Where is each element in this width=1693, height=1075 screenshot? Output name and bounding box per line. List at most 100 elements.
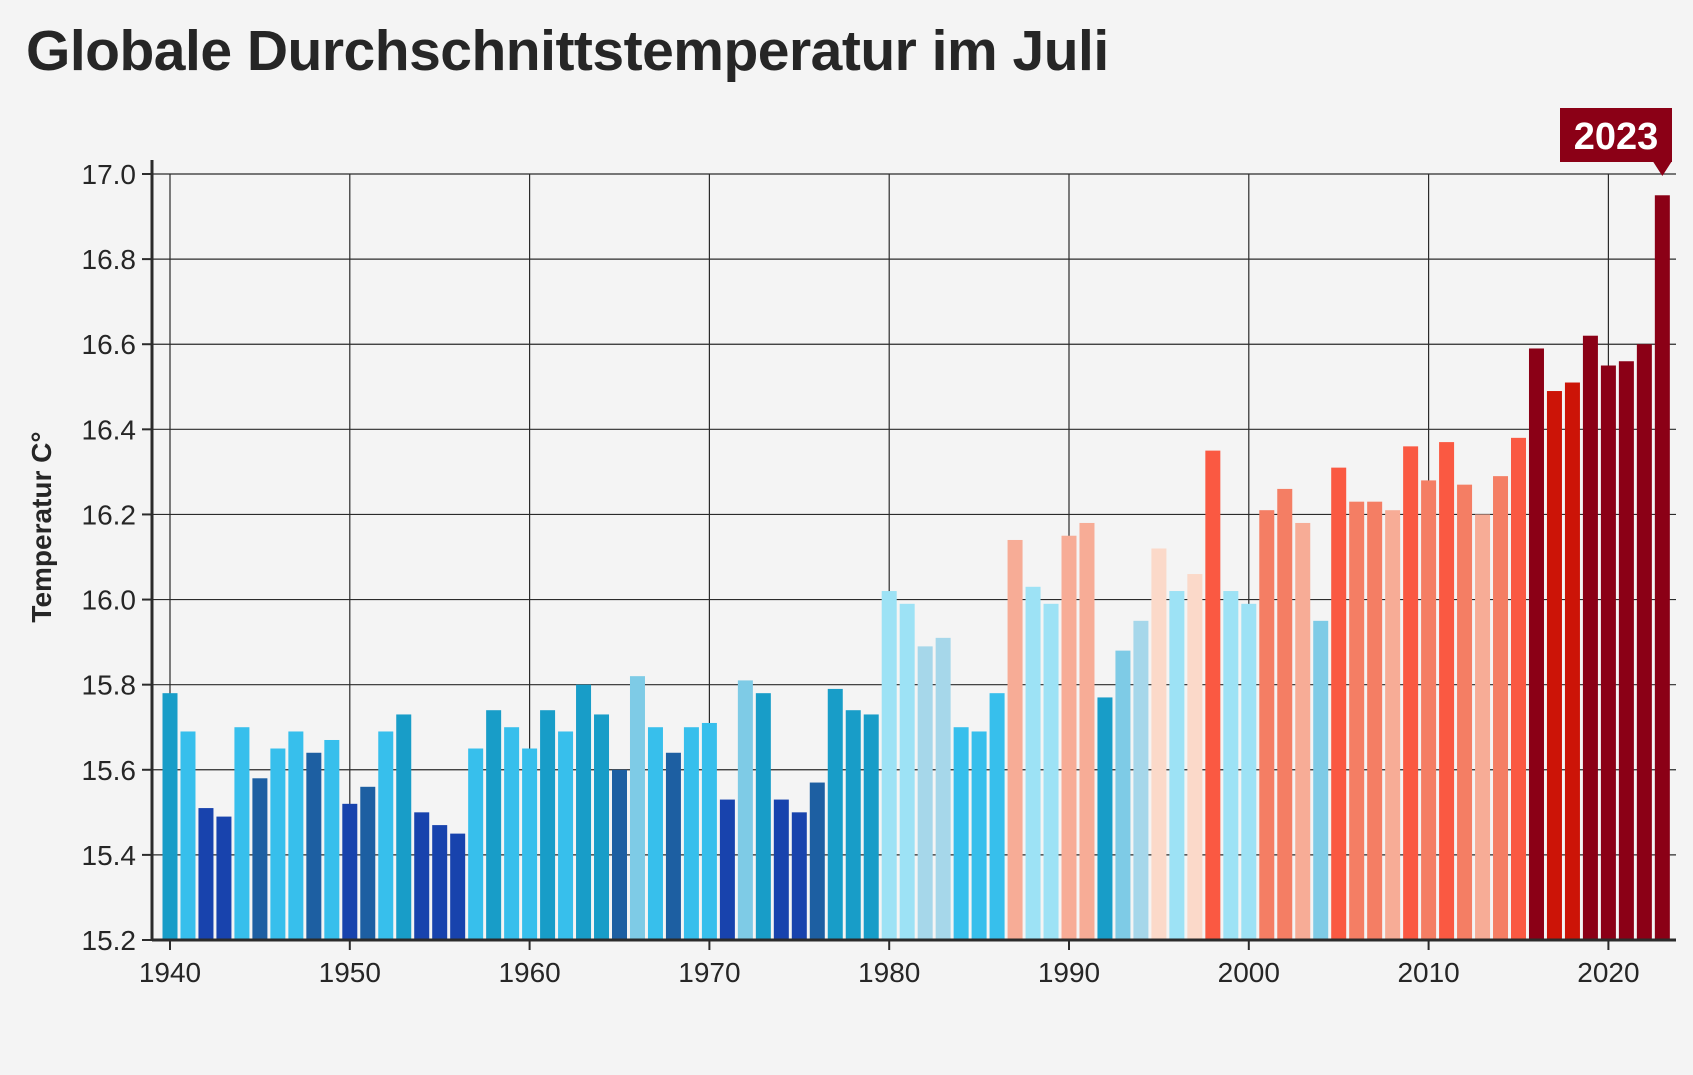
bar xyxy=(270,748,286,940)
bar xyxy=(863,714,879,940)
y-tick-label: 15.6 xyxy=(82,755,137,786)
bar xyxy=(1421,480,1437,940)
y-tick-label: 15.8 xyxy=(82,670,137,701)
x-tick-label: 1990 xyxy=(1038,957,1100,988)
bar xyxy=(1079,522,1095,940)
bar xyxy=(629,676,645,940)
bar xyxy=(1169,591,1185,940)
bar xyxy=(594,714,610,940)
x-tick-label: 2020 xyxy=(1577,957,1639,988)
y-tick-label: 15.2 xyxy=(82,925,137,956)
highlight-callout: 2023 xyxy=(1560,108,1672,176)
bar xyxy=(1349,501,1365,940)
bar xyxy=(234,727,250,940)
bar xyxy=(719,799,735,940)
tick-labels: 15.2 15.4 15.6 15.8 16.0 16.2 16.4 16.6 16.8 17.0… xyxy=(82,159,1640,988)
bar xyxy=(1223,591,1239,940)
y-tick-label: 16.4 xyxy=(82,414,137,445)
bar xyxy=(1493,476,1509,940)
bar xyxy=(809,782,825,940)
bars xyxy=(162,195,1670,940)
bar xyxy=(504,727,520,940)
bar xyxy=(1475,514,1491,940)
bar xyxy=(1511,437,1526,940)
bar xyxy=(1277,488,1293,940)
bar xyxy=(971,731,987,940)
bar xyxy=(342,803,358,940)
bar xyxy=(1618,361,1634,940)
bar xyxy=(1043,603,1059,940)
bar xyxy=(252,778,268,940)
bar xyxy=(450,833,466,940)
x-tick-label: 2010 xyxy=(1397,957,1459,988)
bar xyxy=(324,739,340,940)
bar xyxy=(306,752,322,940)
y-tick-label: 16.6 xyxy=(82,329,137,360)
bar xyxy=(198,808,214,940)
bar xyxy=(881,591,897,940)
bar xyxy=(1654,195,1670,940)
x-tick-label: 2000 xyxy=(1218,957,1280,988)
bar xyxy=(360,786,376,940)
bar xyxy=(216,816,232,940)
bar xyxy=(701,722,717,940)
bar xyxy=(558,731,574,940)
bar xyxy=(755,693,771,940)
bar xyxy=(1385,510,1401,940)
x-tick-label: 1960 xyxy=(498,957,560,988)
bar xyxy=(180,731,196,940)
bar xyxy=(953,727,969,940)
bar xyxy=(1205,450,1221,940)
bar xyxy=(1187,574,1203,940)
bar xyxy=(1097,697,1113,940)
bar xyxy=(1403,446,1419,940)
bar xyxy=(1115,650,1131,940)
bar xyxy=(1061,535,1077,940)
bar xyxy=(468,748,484,940)
bar xyxy=(1546,391,1562,940)
bar xyxy=(1241,603,1257,940)
bar xyxy=(845,710,861,940)
y-tick-label: 17.0 xyxy=(82,159,137,190)
x-tick-label: 1980 xyxy=(858,957,920,988)
bar xyxy=(378,731,394,940)
bar xyxy=(683,727,699,940)
y-axis-title: Temperatur C° xyxy=(26,431,57,622)
bar xyxy=(1007,539,1023,940)
bar xyxy=(288,731,304,940)
bar xyxy=(737,680,753,940)
highlight-callout-label: 2023 xyxy=(1574,116,1659,158)
bar xyxy=(917,646,933,940)
highlight-callout-pointer xyxy=(1653,162,1672,176)
bar xyxy=(1636,344,1652,940)
y-tick-label: 16.2 xyxy=(82,499,137,530)
bar xyxy=(612,769,627,940)
bar xyxy=(989,693,1005,940)
bar xyxy=(1151,548,1167,940)
bar xyxy=(1295,522,1311,940)
bar xyxy=(791,812,807,940)
bar xyxy=(1331,467,1347,940)
bar xyxy=(1528,348,1544,940)
bar xyxy=(1133,620,1149,940)
bar xyxy=(1457,484,1473,940)
bar xyxy=(1259,510,1275,940)
bar xyxy=(396,714,412,940)
highlight-callout-box xyxy=(1560,108,1672,162)
bar xyxy=(486,710,502,940)
bar xyxy=(935,637,951,940)
bar xyxy=(1582,335,1598,940)
bar xyxy=(647,727,663,940)
bar xyxy=(1439,442,1455,940)
x-tick-label: 1940 xyxy=(139,957,201,988)
bar xyxy=(1367,501,1383,940)
bar xyxy=(1600,365,1616,940)
bar xyxy=(540,710,556,940)
bar xyxy=(414,812,430,940)
x-tick-label: 1970 xyxy=(678,957,740,988)
y-tick-label: 16.8 xyxy=(82,244,137,275)
bar xyxy=(1025,586,1041,940)
bar xyxy=(773,799,789,940)
bar xyxy=(576,684,592,940)
